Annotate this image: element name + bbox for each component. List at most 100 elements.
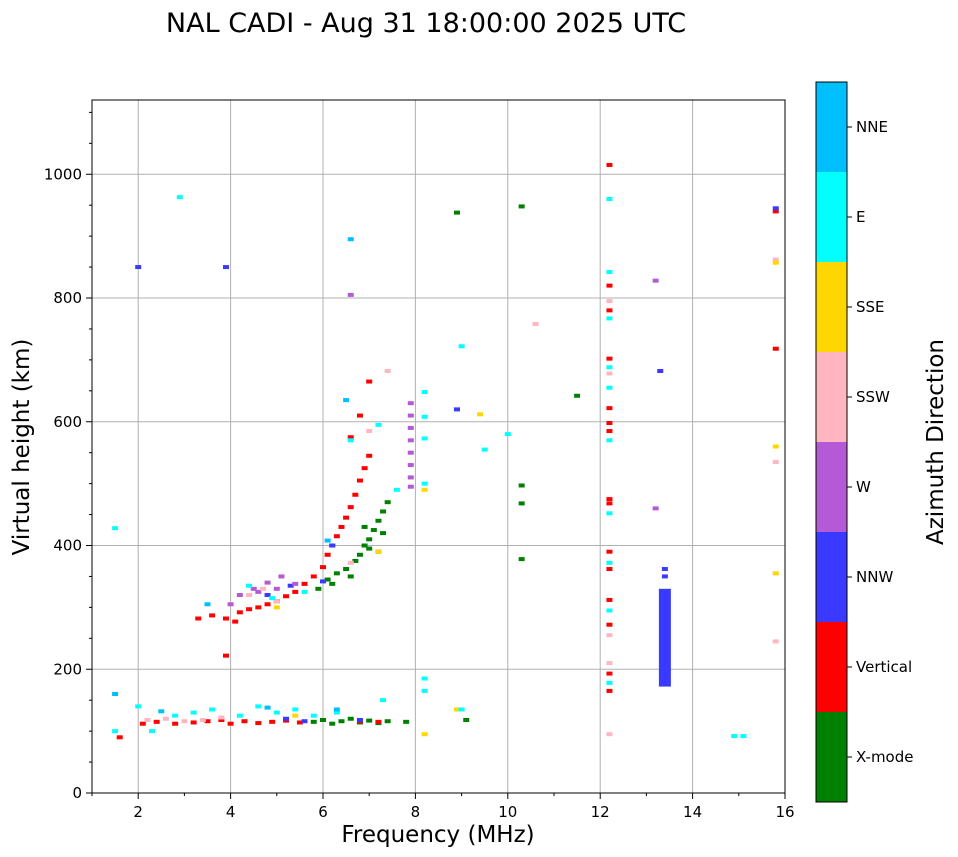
echo-vertical bbox=[606, 671, 613, 676]
echo-e bbox=[246, 583, 253, 588]
echo-x-mode bbox=[347, 574, 354, 579]
echo-e bbox=[273, 710, 280, 715]
echo-nnw bbox=[657, 369, 664, 374]
echo-x-mode bbox=[366, 546, 373, 551]
echo-e bbox=[149, 729, 156, 734]
echo-x-mode bbox=[518, 483, 525, 488]
echo-vertical bbox=[283, 594, 290, 599]
echo-vertical bbox=[347, 505, 354, 510]
echo-vertical bbox=[116, 735, 123, 740]
echo-nnw bbox=[135, 265, 142, 270]
echo-w bbox=[292, 581, 299, 586]
echo-vertical bbox=[255, 605, 262, 610]
x-tick-label: 16 bbox=[775, 803, 794, 821]
echo-sse bbox=[772, 571, 779, 576]
echo-vertical bbox=[772, 209, 779, 214]
echo-e bbox=[740, 734, 747, 739]
echo-sse bbox=[421, 487, 428, 492]
echo-ssw bbox=[384, 369, 391, 374]
colorbar-tick-label: W bbox=[856, 478, 871, 496]
echo-vertical bbox=[772, 346, 779, 351]
echo-e bbox=[421, 414, 428, 419]
echo-e bbox=[310, 713, 317, 718]
echo-e bbox=[606, 365, 613, 370]
x-tick-label: 10 bbox=[498, 803, 517, 821]
echo-vertical bbox=[218, 717, 225, 722]
echo-x-mode bbox=[380, 531, 387, 536]
echo-nnw bbox=[320, 579, 326, 584]
echo-ssw bbox=[532, 321, 539, 326]
echo-vertical bbox=[190, 720, 197, 725]
echo-e bbox=[333, 710, 340, 715]
echo-e bbox=[236, 713, 243, 718]
echo-sse bbox=[477, 412, 484, 417]
echo-e bbox=[269, 596, 276, 601]
chart-title: NAL CADI - Aug 31 18:00:00 2025 UTC bbox=[166, 8, 686, 39]
echo-x-mode bbox=[463, 717, 470, 722]
echo-e bbox=[421, 390, 428, 395]
echo-vertical bbox=[606, 501, 613, 506]
echo-nne bbox=[343, 398, 350, 403]
echo-w bbox=[407, 450, 414, 455]
echo-w bbox=[407, 463, 414, 468]
echo-ssw bbox=[162, 716, 169, 721]
echo-x-mode bbox=[356, 552, 363, 557]
echo-w bbox=[250, 586, 257, 591]
x-tick-label: 8 bbox=[411, 803, 421, 821]
echo-vertical bbox=[195, 616, 202, 621]
echo-x-mode bbox=[310, 719, 317, 724]
echo-x-mode bbox=[518, 557, 525, 562]
echo-vertical bbox=[320, 565, 326, 570]
echo-nne bbox=[112, 692, 119, 696]
x-tick-label: 2 bbox=[133, 803, 143, 821]
echo-w bbox=[407, 438, 414, 443]
echo-sse bbox=[273, 605, 280, 610]
echo-x-mode bbox=[333, 571, 340, 576]
echo-nnw-bar bbox=[658, 588, 671, 687]
echo-e bbox=[606, 438, 613, 443]
echo-vertical bbox=[338, 524, 345, 529]
echo-vertical bbox=[227, 721, 234, 726]
data-marks bbox=[112, 162, 779, 740]
echo-e bbox=[421, 481, 428, 486]
echo-e bbox=[606, 560, 613, 565]
echo-w bbox=[278, 574, 285, 579]
echo-e bbox=[292, 707, 299, 712]
colorbar-tick-label: NNE bbox=[856, 118, 888, 136]
echo-vertical bbox=[310, 574, 317, 579]
echo-e bbox=[135, 704, 142, 709]
plot-background bbox=[92, 100, 785, 793]
echo-vertical bbox=[366, 453, 373, 458]
y-axis-ticks: 0 200 400 600 800 1000 bbox=[44, 111, 92, 802]
echo-w bbox=[273, 586, 280, 591]
echo-nnw bbox=[222, 265, 229, 270]
plot-frame bbox=[91, 99, 786, 794]
echo-vertical bbox=[269, 719, 276, 724]
echo-nnw bbox=[356, 717, 363, 722]
echo-e bbox=[504, 432, 511, 437]
echo-vertical bbox=[333, 534, 340, 539]
echo-vertical bbox=[356, 478, 363, 483]
y-tick-label: 800 bbox=[53, 289, 82, 307]
echo-e bbox=[606, 608, 613, 613]
echo-vertical bbox=[153, 719, 160, 724]
echo-nne bbox=[333, 707, 340, 712]
echo-nnw bbox=[661, 574, 668, 579]
echo-ssw bbox=[772, 639, 779, 644]
echo-nne bbox=[264, 705, 271, 710]
echo-sse bbox=[772, 260, 779, 265]
echo-w bbox=[407, 401, 414, 406]
echo-vertical bbox=[209, 613, 216, 618]
colorbar-segment bbox=[816, 352, 847, 442]
grid-lines bbox=[92, 100, 785, 793]
echo-x-mode bbox=[324, 577, 331, 582]
x-tick-label: 6 bbox=[318, 803, 328, 821]
y-tick-label: 0 bbox=[72, 784, 82, 802]
echo-e bbox=[393, 487, 400, 492]
echo-e bbox=[190, 710, 197, 715]
colorbar-segment bbox=[816, 442, 847, 532]
echo-x-mode bbox=[403, 719, 410, 724]
echo-x-mode bbox=[453, 210, 460, 215]
x-tick-label: 12 bbox=[591, 803, 610, 821]
echo-vertical bbox=[343, 515, 350, 520]
